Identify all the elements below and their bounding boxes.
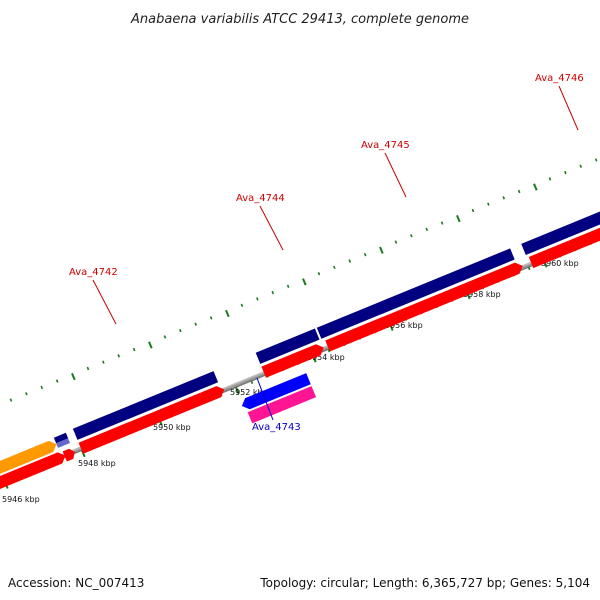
upper-row-tick bbox=[102, 360, 105, 364]
upper-row-tick bbox=[194, 322, 198, 326]
upper-row-tick bbox=[286, 284, 290, 288]
upper-row-tick bbox=[25, 392, 28, 396]
gene-small[interactable] bbox=[53, 432, 69, 444]
upper-row-tick bbox=[594, 158, 598, 162]
label-line-ava-4745 bbox=[384, 152, 407, 198]
cds-ava-4746[interactable] bbox=[528, 181, 600, 269]
label-lines bbox=[92, 85, 579, 421]
cds-ava-4745[interactable] bbox=[325, 260, 525, 352]
upper-row-tick bbox=[548, 177, 552, 181]
lower-row-tick bbox=[527, 266, 531, 271]
label-line-ava-4742 bbox=[92, 279, 117, 325]
label-ava-4745[interactable]: Ava_4745 bbox=[361, 140, 410, 151]
label-ava-4743[interactable]: Ava_4743 bbox=[252, 422, 301, 433]
cds-ava-4742[interactable] bbox=[78, 384, 227, 454]
gene-small-sub[interactable] bbox=[56, 438, 71, 448]
upper-row-tick bbox=[317, 272, 321, 276]
map-title: Anabaena variabilis ATCC 29413, complete… bbox=[130, 12, 469, 27]
upper-row-tick bbox=[564, 170, 567, 175]
upper-row-tick bbox=[132, 347, 136, 352]
upper-row-tick bbox=[363, 253, 367, 257]
upper-row-tick bbox=[579, 164, 583, 168]
tick-label-5948: 5948 kbp bbox=[78, 459, 116, 468]
upper-row-tick bbox=[517, 189, 521, 194]
upper-row-tick bbox=[256, 297, 259, 301]
upper-row-tick bbox=[55, 379, 59, 383]
upper-row-tick bbox=[487, 202, 490, 206]
upper-row-tick bbox=[302, 278, 307, 286]
upper-row-tick bbox=[9, 398, 13, 402]
cds-small[interactable] bbox=[62, 447, 77, 462]
upper-row-tick bbox=[456, 215, 461, 223]
cds-ava-4744[interactable] bbox=[261, 342, 326, 378]
label-line-ava-4746 bbox=[558, 85, 579, 131]
label-ava-4744[interactable]: Ava_4744 bbox=[236, 193, 285, 204]
cds-left-edge[interactable] bbox=[0, 450, 68, 497]
accession-text: Accession: NC_007413 bbox=[8, 576, 144, 590]
upper-row-tick bbox=[533, 183, 538, 191]
upper-row-tick bbox=[163, 335, 167, 339]
upper-row-tick bbox=[225, 309, 230, 318]
upper-row-tick bbox=[117, 354, 121, 358]
upper-row-tick bbox=[179, 328, 182, 333]
upper-row-tick bbox=[440, 221, 444, 225]
tick-label-5960: 5960 kbp bbox=[541, 259, 579, 268]
feature-track bbox=[0, 167, 600, 497]
upper-row-tick bbox=[333, 265, 336, 270]
gene-ava-4742[interactable] bbox=[72, 371, 219, 440]
upper-row-tick bbox=[348, 259, 352, 263]
label-ava-4742[interactable]: Ava_4742 bbox=[69, 267, 118, 278]
tick-label-5954: 5954 kbp bbox=[307, 353, 345, 362]
gene-ava-4744[interactable] bbox=[255, 328, 320, 364]
lower-row-tick bbox=[250, 380, 254, 384]
tick-labels: 5946 kbp 5948 kbp 5950 kbp 5952 kbp 5954… bbox=[2, 259, 579, 504]
lower-row-tick bbox=[327, 349, 331, 353]
feature-orange[interactable] bbox=[0, 439, 59, 484]
label-line-ava-4743 bbox=[256, 377, 274, 421]
upper-row-tick bbox=[71, 373, 76, 381]
upper-row-tick bbox=[271, 290, 275, 295]
cds-ava-4743[interactable] bbox=[247, 386, 317, 424]
upper-row-tick bbox=[209, 316, 213, 320]
tick-label-5958: 5958 kbp bbox=[463, 290, 501, 299]
upper-row-tick bbox=[40, 385, 44, 390]
upper-row-tick bbox=[425, 227, 429, 232]
tick-label-5950: 5950 kbp bbox=[153, 423, 191, 432]
gene-ava-4745[interactable] bbox=[316, 248, 515, 339]
gene-ava-4743[interactable] bbox=[240, 373, 311, 411]
upper-row-tick bbox=[471, 208, 475, 213]
lower-row-tick bbox=[235, 386, 240, 395]
upper-row-tick bbox=[240, 303, 244, 307]
upper-row-tick bbox=[502, 196, 506, 200]
upper-row-tick bbox=[86, 366, 90, 371]
tick-label-5956: 5956 kbp bbox=[385, 321, 423, 330]
upper-row-tick bbox=[379, 246, 384, 254]
genome-summary-text: Topology: circular; Length: 6,365,727 bp… bbox=[259, 576, 590, 590]
label-line-ava-4744 bbox=[259, 205, 284, 251]
label-ava-4746[interactable]: Ava_4746 bbox=[535, 73, 584, 84]
upper-row-tick bbox=[394, 240, 398, 244]
upper-row-tick bbox=[148, 341, 153, 349]
tick-label-5952: 5952 kbp bbox=[230, 388, 268, 397]
gene-labels: Ava_4742 Ava_4743 Ava_4744 Ava_4745 Ava_… bbox=[69, 73, 584, 433]
tick-label-5946: 5946 kbp bbox=[2, 495, 40, 504]
gene-ava-4746[interactable] bbox=[521, 167, 600, 255]
upper-row-tick bbox=[410, 234, 413, 238]
